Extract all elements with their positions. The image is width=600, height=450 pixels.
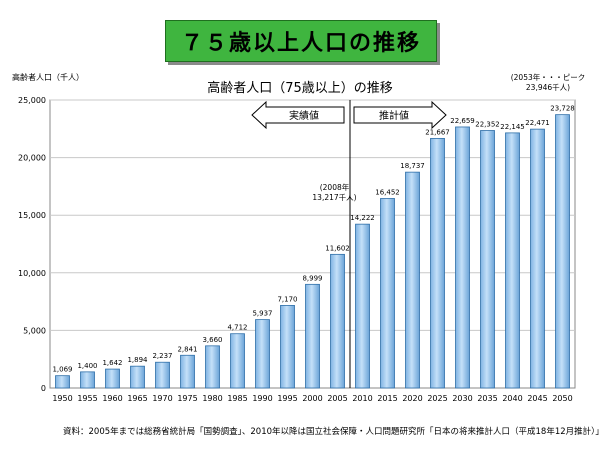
bar-2010 bbox=[355, 223, 370, 389]
bar-value-label: 14,222 bbox=[350, 214, 375, 222]
bar-2035 bbox=[480, 130, 495, 389]
y-tick-label: 5,000 bbox=[23, 326, 46, 335]
bar-value-label: 1,642 bbox=[102, 359, 122, 367]
bar-value-label: 16,452 bbox=[375, 188, 400, 196]
x-tick-label: 1960 bbox=[102, 394, 122, 403]
bar-value-label: 22,659 bbox=[450, 117, 475, 125]
bar-2025 bbox=[430, 137, 445, 389]
bar-1975 bbox=[180, 354, 195, 389]
bar-2000 bbox=[305, 283, 320, 389]
bar-2030 bbox=[455, 126, 470, 389]
bar-value-label: 1,069 bbox=[52, 366, 72, 374]
bar-value-label: 22,471 bbox=[525, 119, 550, 127]
source-note: 資料：2005年までは総務省統計局「国勢調査」、2010年以降は国立社会保障・人… bbox=[63, 427, 600, 437]
x-tick-label: 2025 bbox=[427, 394, 447, 403]
chart-title: 高齢者人口（75歳以上）の推移 bbox=[207, 80, 393, 96]
x-tick-label: 1985 bbox=[227, 394, 247, 403]
bar-value-label: 18,737 bbox=[400, 162, 425, 170]
x-tick-label: 2035 bbox=[477, 394, 497, 403]
bar-value-label: 7,170 bbox=[277, 295, 297, 303]
slide-title: ７５歳以上人口の推移 bbox=[165, 20, 437, 62]
bar-value-label: 21,667 bbox=[425, 128, 450, 136]
bar-1960 bbox=[105, 368, 120, 389]
x-tick-label: 2005 bbox=[327, 394, 347, 403]
x-tick-label: 2015 bbox=[377, 394, 397, 403]
bar-1970 bbox=[155, 361, 170, 389]
bar-value-label: 3,660 bbox=[202, 336, 222, 344]
actual-arrow bbox=[251, 100, 345, 130]
y-tick-label: 15,000 bbox=[18, 211, 46, 220]
y-tick-label: 25,000 bbox=[18, 96, 46, 105]
x-tick-label: 2020 bbox=[402, 394, 422, 403]
bar-value-label: 4,712 bbox=[227, 324, 247, 332]
x-tick-label: 2040 bbox=[502, 394, 522, 403]
bar-2015 bbox=[380, 198, 395, 389]
x-tick-label: 1950 bbox=[52, 394, 72, 403]
bar-value-label: 2,237 bbox=[152, 352, 172, 360]
x-tick-label: 2050 bbox=[552, 394, 572, 403]
bar-1985 bbox=[230, 333, 245, 389]
x-tick-label: 1995 bbox=[277, 394, 297, 403]
annotation-2008-line2: 13,217千人) bbox=[312, 192, 356, 202]
annotation-2053-line1: (2053年・・・ピーク bbox=[511, 72, 586, 82]
annotation-2008-line1: (2008年 bbox=[320, 182, 350, 192]
annotation-2053-line2: 23,946千人) bbox=[526, 82, 570, 92]
x-tick-label: 2030 bbox=[452, 394, 472, 403]
y-tick-label: 20,000 bbox=[18, 154, 46, 163]
x-tick-label: 1980 bbox=[202, 394, 222, 403]
bar-1995 bbox=[280, 305, 295, 389]
y-axis-label: 高齢者人口（千人） bbox=[12, 72, 84, 82]
x-tick-label: 2045 bbox=[527, 394, 547, 403]
bar-2050 bbox=[555, 114, 570, 389]
bar-value-label: 5,937 bbox=[252, 310, 272, 318]
bar-value-label: 2,841 bbox=[177, 345, 197, 353]
y-tick-label: 10,000 bbox=[18, 269, 46, 278]
actual-arrow-label: 実績値 bbox=[289, 109, 319, 122]
bar-value-label: 1,400 bbox=[77, 362, 97, 370]
x-tick-label: 1970 bbox=[152, 394, 172, 403]
projected-arrow-label: 推計値 bbox=[379, 109, 409, 122]
x-tick-label: 1990 bbox=[252, 394, 272, 403]
x-tick-label: 1975 bbox=[177, 394, 197, 403]
bar-1955 bbox=[80, 371, 95, 389]
bar-2040 bbox=[505, 132, 520, 389]
bar-2045 bbox=[530, 128, 545, 389]
y-tick-label: 0 bbox=[41, 384, 46, 393]
bar-value-label: 22,352 bbox=[475, 121, 500, 129]
bar-value-label: 1,894 bbox=[127, 356, 148, 364]
bar-1980 bbox=[205, 345, 220, 389]
bar-value-label: 11,602 bbox=[325, 244, 350, 252]
x-tick-label: 2010 bbox=[352, 394, 372, 403]
bar-1950 bbox=[55, 375, 70, 389]
bar-value-label: 23,728 bbox=[550, 105, 575, 113]
bar-1990 bbox=[255, 319, 270, 389]
bar-value-label: 22,145 bbox=[500, 123, 525, 131]
bar-2020 bbox=[405, 171, 420, 389]
bar-2005 bbox=[330, 253, 345, 389]
bar-value-label: 8,999 bbox=[302, 274, 322, 282]
bar-1965 bbox=[130, 365, 145, 389]
x-tick-label: 1955 bbox=[77, 394, 97, 403]
x-tick-label: 2000 bbox=[302, 394, 322, 403]
x-tick-label: 1965 bbox=[127, 394, 147, 403]
projected-arrow bbox=[353, 100, 447, 130]
